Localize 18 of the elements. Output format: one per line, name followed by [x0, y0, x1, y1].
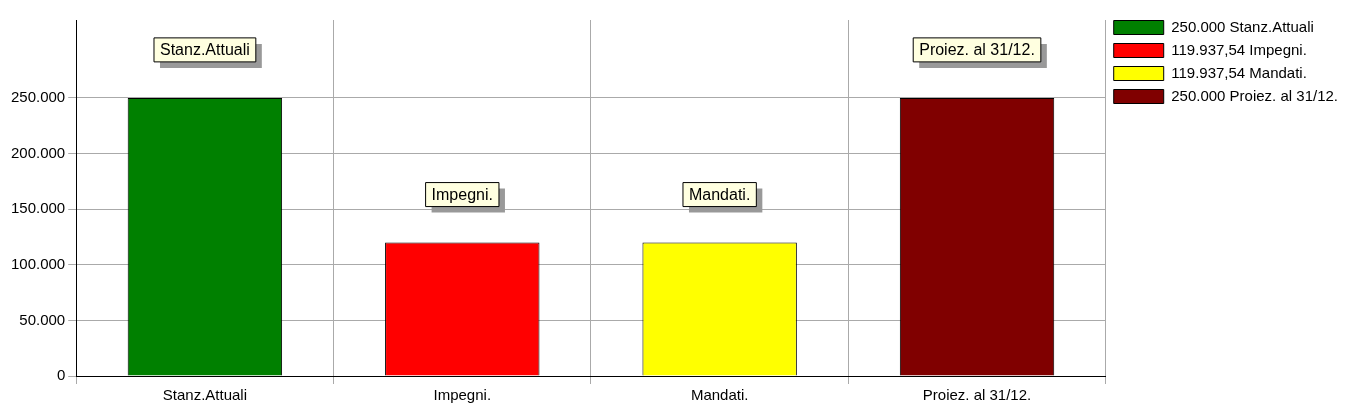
- y-tick-label: 0: [56, 366, 66, 384]
- legend-label: 119.937,54 Mandati.: [1171, 63, 1307, 81]
- annotation: Proiez. al 31/12.: [919, 41, 1035, 59]
- y-tick-label: 250.000: [10, 88, 66, 106]
- x-tick-label: Impegni.: [433, 386, 492, 404]
- x-tick-label: Stanz.Attuali: [162, 386, 248, 404]
- x-tick-label: Proiez. al 31/12.: [922, 386, 1032, 404]
- legend-label: 119.937,54 Impegni.: [1171, 40, 1307, 58]
- y-tick-label: 150.000: [10, 199, 66, 217]
- x-tick-label: Mandati.: [690, 386, 749, 404]
- y-tick-label: 50.000: [19, 310, 66, 328]
- annotation: Impegni.: [431, 185, 493, 203]
- legend-label: 250.000 Proiez. al 31/12.: [1171, 86, 1339, 104]
- annotation: Stanz.Attuali: [159, 41, 250, 59]
- legend-label: 250.000 Stanz.Attuali: [1171, 17, 1314, 35]
- annotation: Mandati.: [688, 185, 751, 203]
- y-tick-label: 200.000: [10, 143, 66, 161]
- y-tick-label: 100.000: [10, 254, 66, 272]
